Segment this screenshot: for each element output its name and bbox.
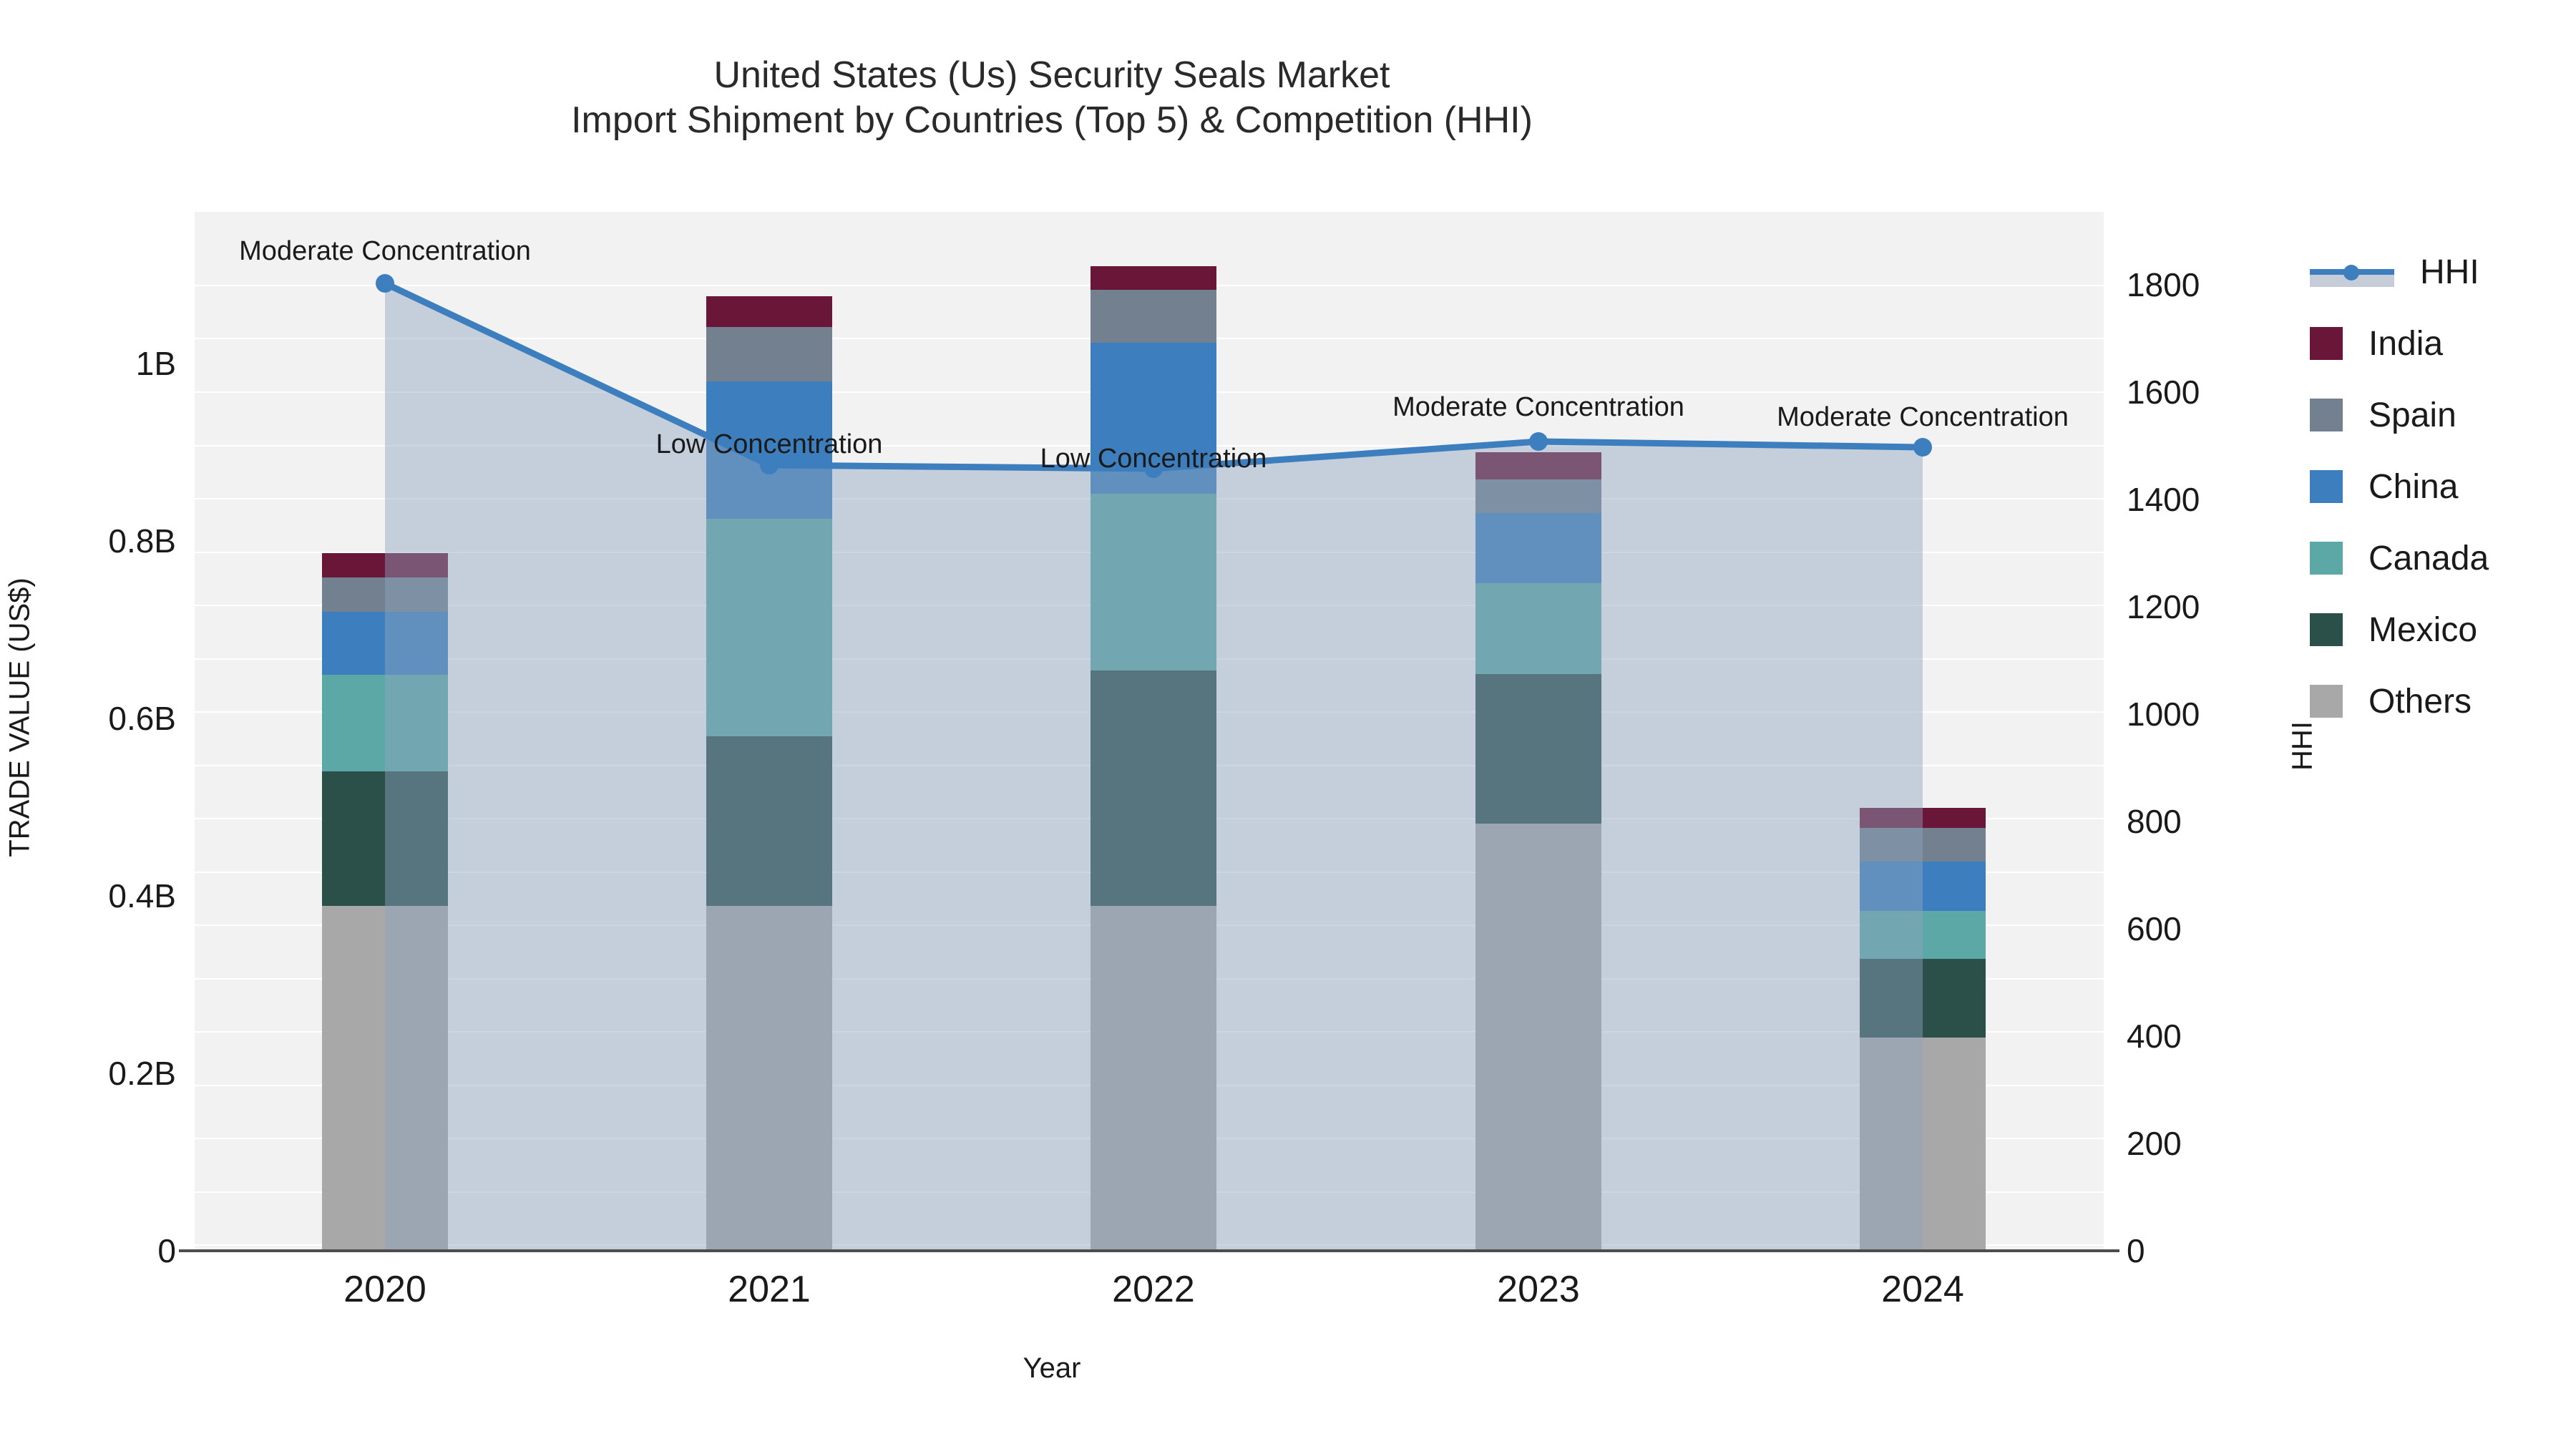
legend-item-mexico[interactable]: Mexico xyxy=(2310,594,2576,665)
legend-item-spain[interactable]: Spain xyxy=(2310,379,2576,451)
legend-label: Others xyxy=(2368,682,2472,721)
legend-label: Canada xyxy=(2368,539,2489,577)
legend-item-hhi[interactable]: HHI xyxy=(2310,236,2576,308)
legend-label: Spain xyxy=(2368,396,2457,434)
bar-segment-india[interactable] xyxy=(1475,452,1601,479)
bar-segment-canada[interactable] xyxy=(706,519,832,736)
legend-swatch xyxy=(2310,613,2343,646)
bar-segment-india[interactable] xyxy=(322,553,448,577)
x-axis-tick-2024: 2024 xyxy=(1881,1269,1964,1310)
legend-line-dot xyxy=(2343,265,2359,280)
hhi-annotation: Moderate Concentration xyxy=(1392,392,1684,422)
bar-segment-spain[interactable] xyxy=(1475,479,1601,513)
x-axis-tick-2020: 2020 xyxy=(343,1269,426,1310)
hhi-annotation: Moderate Concentration xyxy=(1777,402,2069,432)
y-axis-right-tick: 1200 xyxy=(2127,588,2200,625)
bar-segment-spain[interactable] xyxy=(1860,828,1986,862)
bar-segment-others[interactable] xyxy=(1091,906,1216,1251)
y-axis-left-tick: 0.2B xyxy=(108,1055,176,1092)
bar-segment-mexico[interactable] xyxy=(1475,674,1601,824)
y-axis-right-tick: 600 xyxy=(2127,910,2182,947)
y-axis-left-ticks: 0 0.2B 0.4B 0.6B 0.8B 1B xyxy=(0,0,177,1449)
y-axis-right-tick: 400 xyxy=(2127,1018,2182,1055)
y-axis-left-tick: 0.8B xyxy=(108,522,176,560)
legend-item-china[interactable]: China xyxy=(2310,451,2576,522)
legend-item-india[interactable]: India xyxy=(2310,308,2576,379)
bar-stack-2020[interactable] xyxy=(322,553,448,1251)
y-axis-left-tick: 0 xyxy=(157,1232,176,1269)
bar-stack-2024[interactable] xyxy=(1860,808,1986,1251)
bar-segment-others[interactable] xyxy=(1475,824,1601,1251)
bar-segment-canada[interactable] xyxy=(1091,494,1216,670)
bar-segment-india[interactable] xyxy=(706,296,832,327)
x-axis-label: Year xyxy=(1023,1352,1081,1384)
legend-area-fill xyxy=(2310,275,2394,287)
y-axis-left-tick: 0.4B xyxy=(108,877,176,914)
chart-title: United States (Us) Security Seals Market… xyxy=(0,53,2104,144)
legend-label: India xyxy=(2368,324,2444,363)
y-axis-right-tick: 800 xyxy=(2127,803,2182,840)
legend-label: China xyxy=(2368,467,2459,506)
legend-label: HHI xyxy=(2420,253,2479,291)
legend: HHI India Spain China Canada Mexico Others xyxy=(2310,236,2576,737)
bar-segment-mexico[interactable] xyxy=(706,736,832,906)
y-axis-right-tick: 1400 xyxy=(2127,481,2200,518)
bar-segment-others[interactable] xyxy=(1860,1038,1986,1251)
bar-segment-spain[interactable] xyxy=(322,577,448,612)
x-axis-tick-2023: 2023 xyxy=(1497,1269,1580,1310)
bar-segment-spain[interactable] xyxy=(706,327,832,381)
bar-segment-others[interactable] xyxy=(322,906,448,1251)
legend-item-canada[interactable]: Canada xyxy=(2310,522,2576,594)
bar-segment-others[interactable] xyxy=(706,906,832,1251)
bar-segment-mexico[interactable] xyxy=(1860,959,1986,1038)
bar-segment-china[interactable] xyxy=(1860,862,1986,911)
bar-segment-mexico[interactable] xyxy=(322,771,448,906)
bars-layer xyxy=(195,212,2104,1251)
x-axis-tick-2021: 2021 xyxy=(728,1269,811,1310)
legend-swatch xyxy=(2310,399,2343,431)
bar-segment-china[interactable] xyxy=(1475,513,1601,583)
plot-area: Moderate Concentration Low Concentration L… xyxy=(195,212,2104,1251)
y-axis-right-tick: 1000 xyxy=(2127,696,2200,733)
y-axis-right-tick: 200 xyxy=(2127,1125,2182,1162)
bar-segment-china[interactable] xyxy=(322,612,448,675)
legend-swatch xyxy=(2310,542,2343,575)
bar-segment-mexico[interactable] xyxy=(1091,670,1216,906)
legend-item-others[interactable]: Others xyxy=(2310,665,2576,737)
x-axis-tick-2022: 2022 xyxy=(1112,1269,1195,1310)
hhi-annotation: Low Concentration xyxy=(655,429,883,459)
bar-segment-india[interactable] xyxy=(1091,266,1216,290)
y-axis-left-label: TRADE VALUE (US$) xyxy=(4,577,36,857)
bar-stack-2022[interactable] xyxy=(1091,266,1216,1251)
x-axis-line xyxy=(179,1249,2119,1252)
bar-segment-canada[interactable] xyxy=(1860,911,1986,959)
legend-line-marker xyxy=(2310,255,2394,288)
y-axis-left-tick: 1B xyxy=(135,345,176,382)
legend-swatch xyxy=(2310,470,2343,503)
y-axis-right-tick: 1800 xyxy=(2127,266,2200,303)
chart-title-line1: United States (Us) Security Seals Market xyxy=(713,54,1390,96)
bar-segment-spain[interactable] xyxy=(1091,290,1216,343)
bar-stack-2023[interactable] xyxy=(1475,452,1601,1251)
y-axis-left-tick: 0.6B xyxy=(108,700,176,737)
bar-segment-canada[interactable] xyxy=(322,675,448,771)
hhi-annotation: Low Concentration xyxy=(1040,444,1267,474)
legend-label: Mexico xyxy=(2368,610,2478,649)
y-axis-right-tick: 1600 xyxy=(2127,374,2200,411)
hhi-annotation: Moderate Concentration xyxy=(239,236,531,266)
y-axis-right-tick: 0 xyxy=(2127,1232,2145,1269)
legend-swatch xyxy=(2310,327,2343,360)
bar-segment-canada[interactable] xyxy=(1475,583,1601,674)
bar-segment-india[interactable] xyxy=(1860,808,1986,828)
legend-swatch xyxy=(2310,685,2343,718)
chart-title-line2: Import Shipment by Countries (Top 5) & C… xyxy=(571,99,1533,142)
